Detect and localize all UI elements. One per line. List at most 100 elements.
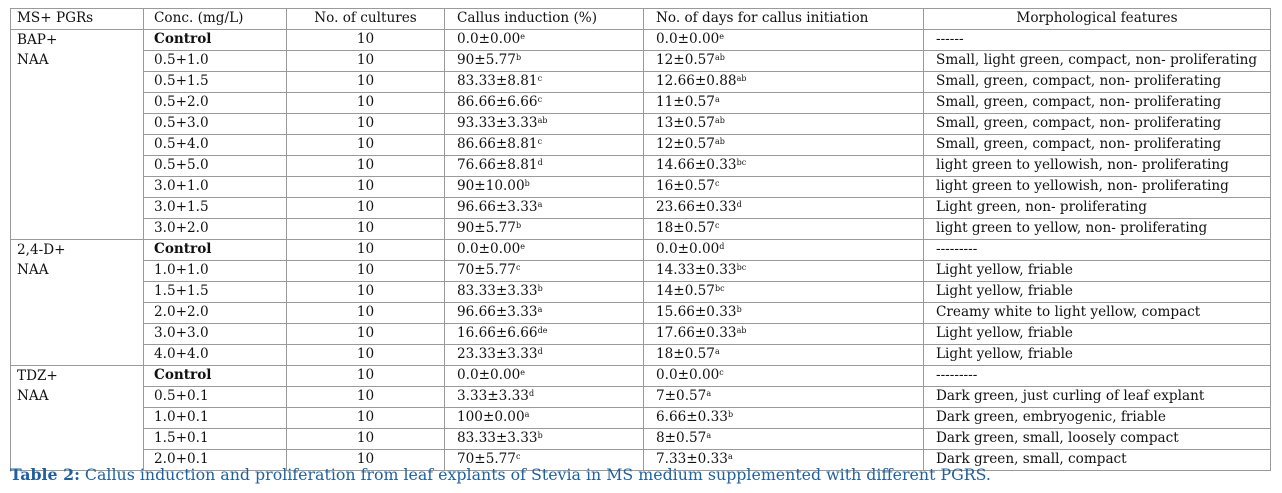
callus-cell: 3.33±3.33d [444,385,644,408]
callus-cell: 23.33±3.33d [444,343,644,366]
features-cell: light green to yellowish, non- prolifera… [923,175,1271,198]
callus-cell-value: 96.66±3.33 [457,198,538,215]
table-row: 1.0+1.0 10 70±5.77c 14.33±0.33bc Light yello… [11,259,1271,282]
callus-cell-significance: d [537,346,543,356]
days-cell-significance: ab [714,136,725,146]
days-cell-value: 7±0.57 [656,387,707,404]
header-conc: Conc. (mg/L) [143,8,287,30]
days-cell-significance: d [719,241,725,251]
conc-cell: 0.5+1.0 [143,49,287,72]
callus-cell-value: 0.0±0.00 [457,240,521,257]
conc-cell: 1.5+0.1 [143,427,287,450]
features-cell: Creamy white to light yellow, compact [923,301,1271,324]
days-cell: 16±0.57c [643,175,924,198]
table-row: 1.0+0.1 10 100±0.00a 6.66±0.33b Dark green, … [11,406,1271,429]
features-cell: --------- [923,238,1271,261]
days-cell-significance: a [714,346,720,356]
table-row: 3.0+1.5 10 96.66±3.33a 23.66±0.33d Light gre… [11,196,1271,219]
callus-cell-significance: e [520,31,526,41]
days-cell: 12.66±0.88ab [643,70,924,93]
header-callus-induction: Callus induction (%) [444,8,644,30]
days-cell: 14.33±0.33bc [643,259,924,282]
features-cell: Small, green, compact, non- proliferatin… [923,133,1271,156]
callus-cell-value: 3.33±3.33 [457,387,529,404]
days-cell: 11±0.57a [643,91,924,114]
callus-cell-significance: a [537,304,543,314]
days-cell: 14.66±0.33bc [643,154,924,177]
days-cell-significance: e [719,31,725,41]
days-cell-significance: ab [714,52,725,62]
callus-cell-value: 86.66±8.81 [457,135,538,152]
table-row: 2.0+2.0 10 96.66±3.33a 15.66±0.33b Creamy wh… [11,301,1271,324]
callus-cell: 96.66±3.33a [444,301,644,324]
cultures-cell: 10 [286,175,445,198]
cultures-cell: 10 [286,322,445,345]
days-cell: 6.66±0.33b [643,406,924,429]
features-cell: Small, green, compact, non- proliferatin… [923,112,1271,135]
days-cell: 13±0.57ab [643,112,924,135]
table-row: 3.0+2.0 10 90±5.77b 18±0.57c light green to … [11,217,1271,240]
table-row: 0.5+2.0 10 86.66±6.66c 11±0.57a Small, green… [11,91,1271,114]
table-row: 0.5+5.0 10 76.66±8.81d 14.66±0.33bc light gr… [11,154,1271,177]
days-cell: 0.0±0.00d [643,238,924,261]
conc-cell: 0.5+0.1 [143,385,287,408]
caption-text: Callus induction and proliferation from … [79,465,991,484]
group-name-line2: NAA [17,262,49,279]
callus-cell-significance: d [528,388,535,398]
callus-cell-value: 76.66±8.81 [457,156,538,173]
conc-cell: 2.0+2.0 [143,301,287,324]
group-name-cell: 2,4-D+ NAA [10,238,144,366]
table-row: 0.5+1.5 10 83.33±8.81c 12.66±0.88ab Small, g… [11,70,1271,93]
features-cell: Dark green, just curling of leaf explant [923,385,1271,408]
days-cell-value: 18±0.57 [656,345,715,362]
cultures-cell: 10 [286,70,445,93]
days-cell: 14±0.57bc [643,280,924,303]
table-row: 2.0+0.1 10 70±5.77c 7.33±0.33a Dark green, s… [11,448,1271,471]
days-cell: 12±0.57ab [643,49,924,72]
days-cell-significance: a [706,388,712,398]
callus-cell-value: 83.33±3.33 [457,282,538,299]
table-row: 3.0+1.0 10 90±10.00b 16±0.57c light green to… [11,175,1271,198]
callus-cell-value: 23.33±3.33 [457,345,538,362]
days-cell: 7.33±0.33a [643,448,924,471]
table-row: 2,4-D+ NAA Control 10 0.0±0.00e 0.0±0.00d ----… [10,238,1271,366]
days-cell-value: 14.66±0.33 [656,156,737,173]
days-cell-value: 15.66±0.33 [656,303,737,320]
callus-cell: 83.33±3.33b [444,280,644,303]
conc-cell: 3.0+1.5 [143,196,287,219]
days-cell-significance: a [714,94,720,104]
features-cell: light green to yellowish, non- prolifera… [923,154,1271,177]
group-name-cell: BAP+ NAA [10,28,144,240]
cultures-cell: 10 [286,133,445,156]
table-row: 3.0+3.0 10 16.66±6.66de 17.66±0.33ab Light y… [11,322,1271,345]
features-cell: Dark green, small, compact [923,448,1271,471]
days-cell-significance: bc [736,157,747,167]
conc-cell: 0.5+5.0 [143,154,287,177]
callus-cell-value: 83.33±8.81 [457,72,538,89]
callus-cell-significance: b [537,430,543,440]
features-cell: Light green, non- proliferating [923,196,1271,219]
cultures-cell: 10 [286,343,445,366]
callus-cell-value: 0.0±0.00 [457,30,521,47]
features-cell: Small, light green, compact, non- prolif… [923,49,1271,72]
callus-cell-value: 93.33±3.33 [457,114,538,131]
days-cell-significance: b [727,409,734,419]
features-cell: Light yellow, friable [923,259,1271,282]
table-body: BAP+ NAA Control 10 0.0±0.00e 0.0±0.00e ------… [10,28,1271,471]
days-cell-value: 14.33±0.33 [656,261,737,278]
features-cell: Light yellow, friable [923,343,1271,366]
days-cell-significance: d [736,199,742,209]
callus-cell-value: 90±5.77 [457,51,516,68]
days-cell: 7±0.57a [643,385,924,408]
cultures-cell: 10 [286,154,445,177]
callus-cell-value: 100±0.00 [457,408,525,425]
callus-cell-significance: de [537,325,548,335]
conc-cell: Control [143,238,287,261]
group-name-line2: NAA [17,388,49,405]
callus-cell: 90±10.00b [444,175,644,198]
group-name-line2: NAA [17,52,49,69]
group-name-line1: TDZ+ [17,367,58,384]
days-cell: 18±0.57c [643,217,924,240]
callus-cell: 83.33±8.81c [444,70,644,93]
table-row: 0.5+3.0 10 93.33±3.33ab 13±0.57ab Small, gre… [11,112,1271,135]
